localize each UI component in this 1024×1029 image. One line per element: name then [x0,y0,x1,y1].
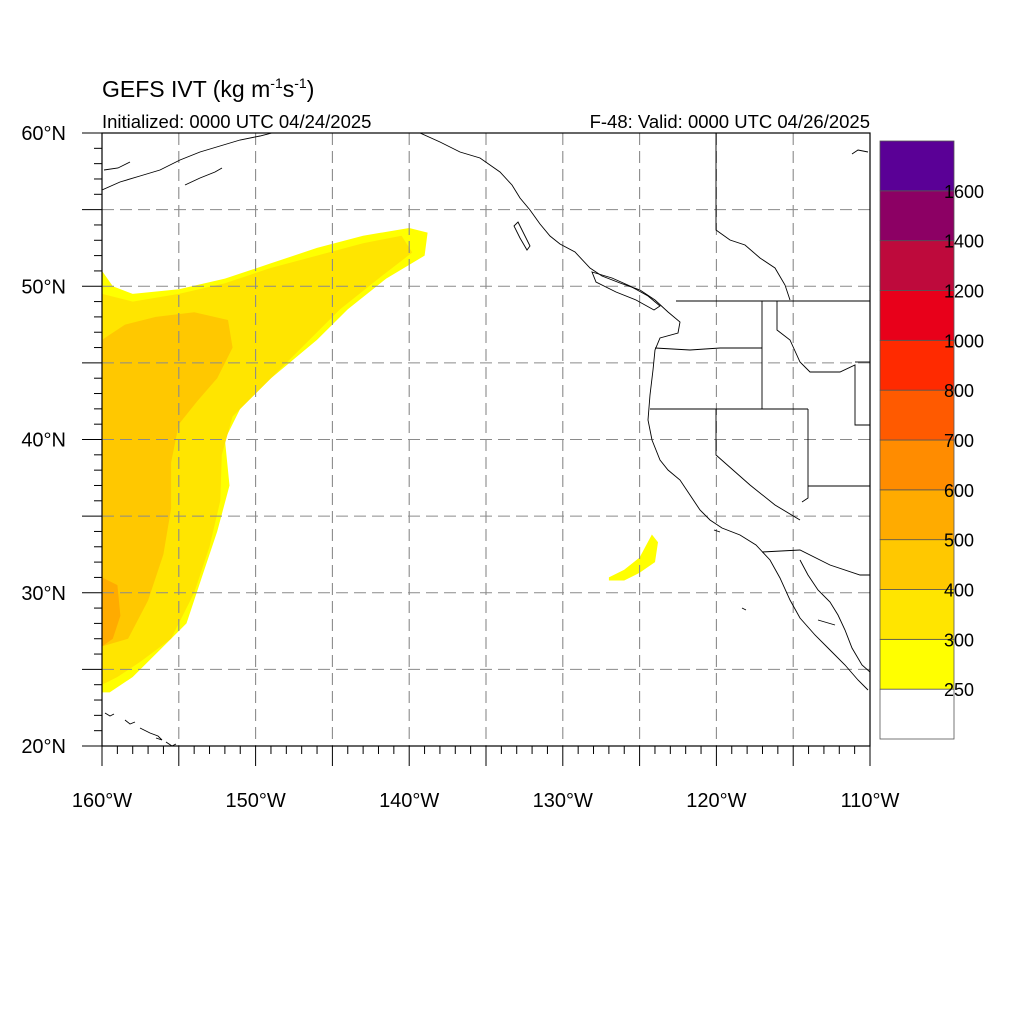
colorbar-box [879,489,955,541]
ivt-region-250-300 [608,534,658,581]
colorbar-box [879,688,955,740]
colorbar-box [879,290,955,341]
lon-label: 150°W [225,790,285,812]
lat-label: 20°N [21,736,66,758]
ivt-region-400-500 [102,312,233,647]
lon-label: 110°W [841,790,900,812]
colorbar-box [879,439,955,491]
axis-ticks [82,132,871,766]
lon-label: 120°W [686,790,746,812]
colorbar-label: 800 [944,381,974,401]
lon-label: 160°W [72,790,132,812]
lon-label: 140°W [379,790,439,812]
colorbar: 250 300 400 500 600 700 800 1000 1200 1400 1600 [879,140,984,740]
colorbar-box [879,638,955,690]
political-boundaries [650,300,870,626]
lat-label: 60°N [21,123,66,145]
latitude-labels: 60°N 50°N 40°N 30°N 20°N [21,123,66,758]
lat-label: 30°N [21,583,66,605]
lon-label: 130°W [533,790,593,812]
colorbar-label: 600 [944,481,974,501]
coastlines [102,133,870,746]
colorbar-label: 1400 [944,232,984,252]
colorbar-label: 500 [944,531,974,551]
lat-label: 50°N [21,276,66,298]
colorbar-label: 400 [944,581,974,601]
colorbar-box [879,389,955,441]
valid-label: F-48: Valid: 0000 UTC 04/26/2025 [590,111,870,132]
figure-title: GEFS IVT (kg m-1s-1) [102,75,314,102]
colorbar-label: 1200 [944,282,984,302]
colorbar-label: 250 [944,680,974,700]
colorbar-box [879,539,955,590]
colorbar-label: 700 [944,431,974,451]
colorbar-box [879,589,955,640]
colorbar-box [879,140,955,192]
initialized-label: Initialized: 0000 UTC 04/24/2025 [102,111,371,132]
colorbar-label: 1000 [944,331,984,351]
lat-label: 40°N [21,430,66,452]
plot-area [102,133,870,746]
colorbar-box [879,190,955,242]
colorbar-label: 300 [944,630,974,650]
colorbar-box [879,339,955,391]
ivt-region-500-600 [102,577,121,647]
ivt-shading [102,228,658,693]
colorbar-label: 1600 [944,182,984,202]
longitude-labels: 160°W 150°W 140°W 130°W 120°W 110°W [72,790,900,812]
colorbar-box [879,240,955,291]
